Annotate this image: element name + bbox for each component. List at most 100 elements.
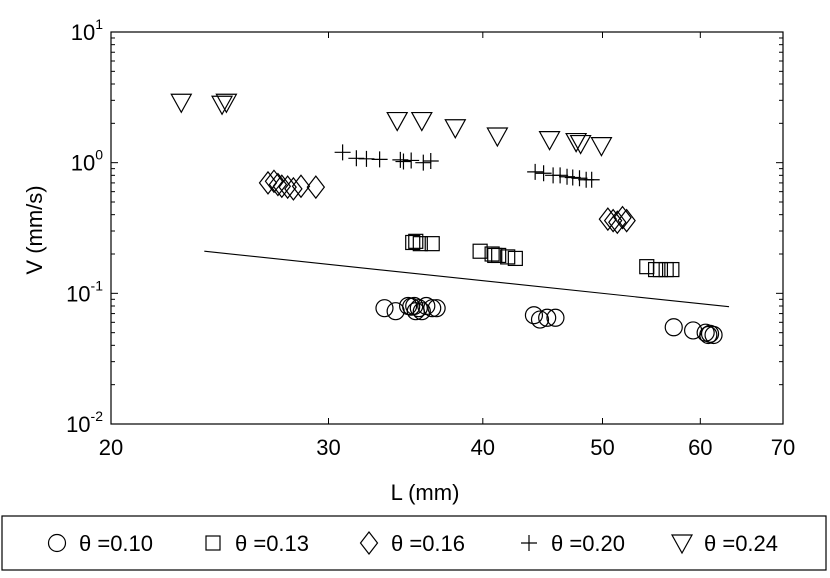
- point-circle: [664, 318, 683, 337]
- point-triangle-down: [215, 93, 238, 114]
- point-square: [408, 233, 424, 249]
- x-tick-labels: 20 30 40 50 60 70: [99, 435, 795, 460]
- point-circle: [402, 297, 421, 316]
- series-plus: [334, 144, 600, 188]
- legend-label: θ =0.24: [704, 531, 778, 556]
- point-triangle-down: [170, 93, 193, 114]
- point-square: [412, 236, 428, 252]
- point-plus: [564, 169, 581, 186]
- y-axis-label: V (mm/s): [22, 185, 47, 274]
- point-plus: [403, 152, 420, 169]
- point-triangle-down: [386, 111, 409, 132]
- legend-marker-diamond: [359, 531, 379, 555]
- y-tick-exponent: 1: [95, 16, 103, 32]
- x-tick-label: 20: [99, 435, 123, 460]
- x-tick-label: 40: [471, 435, 495, 460]
- y-tick-exponent: -2: [91, 408, 104, 424]
- point-plus: [334, 144, 351, 161]
- point-circle: [524, 306, 544, 325]
- legend-marker-triangle-down: [670, 534, 694, 555]
- y-tick-label: 100: [71, 147, 103, 176]
- x-tick-label: 60: [688, 435, 712, 460]
- point-diamond: [306, 175, 326, 200]
- legend-marker-circle: [47, 533, 67, 553]
- fit-line: [204, 250, 730, 308]
- legend-label: θ =0.20: [551, 531, 625, 556]
- y-tick-base: 10: [66, 281, 90, 306]
- point-square: [639, 259, 655, 275]
- legend: θ =0.10 θ =0.13 θ =0.16 θ =0.20 θ =0.24: [47, 531, 778, 556]
- series-diamond: [258, 169, 636, 235]
- y-tick-base: 10: [66, 412, 90, 437]
- y-tick-exponent: -1: [91, 277, 104, 293]
- point-diamond: [284, 176, 303, 201]
- point-diamond: [608, 210, 627, 235]
- point-square: [491, 247, 507, 264]
- point-square: [647, 261, 664, 278]
- point-square: [507, 250, 523, 267]
- point-plus: [415, 154, 432, 171]
- point-plus: [371, 151, 388, 168]
- point-circle: [530, 310, 550, 329]
- legend-marker-square: [205, 535, 221, 551]
- point-diamond: [617, 208, 636, 233]
- point-plus: [571, 170, 588, 187]
- point-diamond: [603, 208, 623, 233]
- point-square: [664, 261, 680, 278]
- legend-label: θ =0.16: [391, 531, 465, 556]
- point-circle: [684, 321, 703, 340]
- point-plus: [527, 163, 544, 180]
- point-square: [658, 261, 674, 278]
- x-tick-label: 30: [316, 435, 340, 460]
- point-plus: [422, 152, 439, 169]
- plot-frame: [110, 31, 784, 425]
- series-square: [405, 233, 680, 278]
- point-circle: [423, 299, 442, 318]
- legend-label: θ =0.10: [79, 531, 153, 556]
- legend-marker-plus: [521, 535, 537, 551]
- point-triangle-down: [569, 134, 592, 155]
- point-diamond: [291, 174, 311, 199]
- axis-ticks: [110, 31, 784, 425]
- y-tick-base: 10: [71, 151, 95, 176]
- point-triangle-down: [590, 137, 613, 157]
- point-triangle-down: [538, 131, 561, 151]
- y-tick-label: 10-1: [66, 277, 103, 306]
- x-axis-label: L (mm): [391, 480, 460, 505]
- data-points: [170, 93, 723, 345]
- point-square: [472, 243, 488, 259]
- point-plus: [535, 165, 552, 182]
- y-tick-exponent: 0: [95, 147, 103, 163]
- point-triangle-down: [444, 119, 467, 139]
- fit-line-group: [204, 250, 730, 308]
- point-plus: [552, 167, 569, 184]
- point-plus: [583, 171, 600, 188]
- point-square: [500, 249, 516, 265]
- point-triangle-down: [211, 95, 234, 116]
- point-diamond: [613, 205, 632, 230]
- point-diamond: [272, 174, 292, 199]
- point-diamond: [278, 175, 297, 200]
- point-triangle-down: [565, 132, 588, 153]
- legend-box: [1, 515, 827, 571]
- point-circle: [409, 299, 428, 318]
- x-tick-label: 70: [771, 435, 795, 460]
- point-circle: [427, 299, 446, 318]
- y-tick-label: 10-2: [66, 408, 103, 437]
- point-triangle-down: [410, 111, 433, 132]
- point-circle: [375, 299, 394, 318]
- point-plus: [395, 153, 412, 170]
- y-tick-label: 101: [71, 16, 103, 45]
- point-circle: [412, 302, 431, 321]
- point-circle: [546, 308, 565, 327]
- series-circle: [375, 296, 723, 345]
- point-circle: [538, 308, 557, 327]
- series-triangle-down: [170, 93, 613, 157]
- point-triangle-down: [486, 127, 509, 148]
- x-tick-label: 50: [590, 435, 614, 460]
- legend-label: θ =0.13: [235, 531, 309, 556]
- y-tick-base: 10: [71, 20, 95, 45]
- point-circle: [699, 325, 718, 345]
